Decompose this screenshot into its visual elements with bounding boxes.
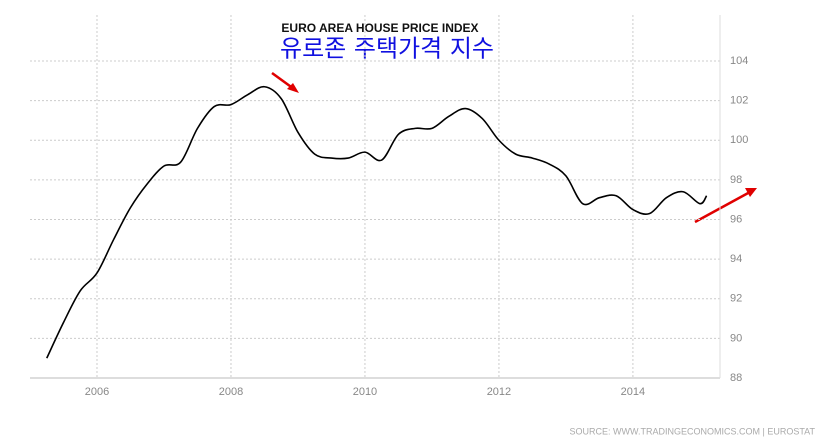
y-tick-label: 90 <box>730 332 742 344</box>
x-tick-label: 2006 <box>85 386 109 398</box>
y-tick-label: 92 <box>730 293 742 305</box>
y-tick-label: 96 <box>730 213 742 225</box>
arrow-head <box>287 83 299 93</box>
x-tick-label: 2010 <box>353 386 377 398</box>
arrow-head <box>745 188 757 197</box>
x-tick-label: 2014 <box>621 386 645 398</box>
x-tick-label: 2012 <box>487 386 511 398</box>
y-tick-label: 104 <box>730 55 748 67</box>
arrows <box>271 71 757 224</box>
y-tick-label: 102 <box>730 95 748 107</box>
y-tick-label: 88 <box>730 372 742 384</box>
arrow <box>694 190 751 224</box>
line <box>46 85 708 359</box>
y-tick-label: 98 <box>730 174 742 186</box>
source: SOURCE: WWW.TRADINGECONOMICS.COM | EUROS… <box>569 426 815 436</box>
chart-title: EURO AREA HOUSE PRICE INDEX <box>281 21 478 35</box>
y-tick-label: 100 <box>730 134 748 146</box>
annotation: 유로존 주택가격 지수 <box>280 35 494 63</box>
y-tick-label: 94 <box>730 253 742 265</box>
x-tick-label: 2008 <box>219 386 243 398</box>
